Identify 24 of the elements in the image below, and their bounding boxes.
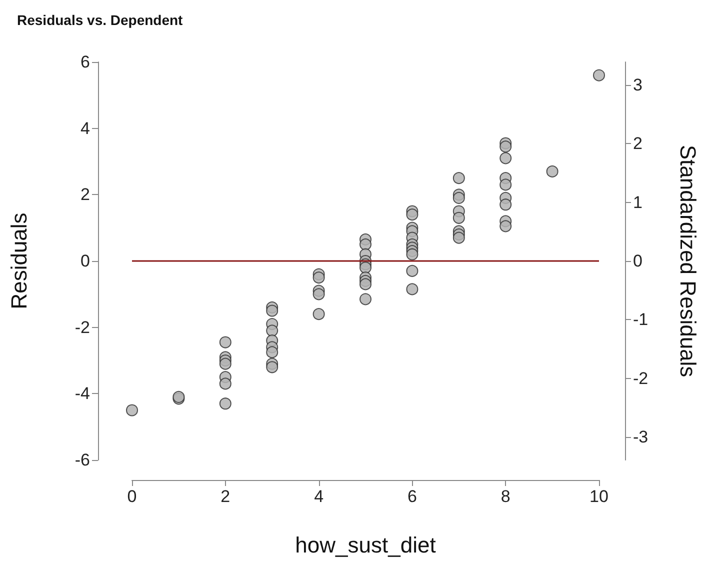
x-tick-label: 10: [590, 487, 608, 506]
y2-tick-label: -2: [633, 368, 648, 388]
chart-title: Residuals vs. Dependent: [17, 12, 184, 28]
y2-tick-label: -3: [633, 428, 648, 447]
y-tick-label: 0: [80, 252, 90, 270]
y-tick-label: 6: [80, 52, 90, 72]
x-tick-label: 2: [220, 487, 230, 506]
y-tick-label: -4: [74, 384, 90, 404]
y-tick-label: 2: [80, 185, 90, 204]
y-tick-label: 4: [80, 118, 90, 138]
y2-tick-label: 1: [633, 192, 642, 212]
x-tick-label: 0: [127, 487, 137, 506]
x-tick-label: 6: [407, 487, 417, 506]
y2-tick-label: -1: [633, 310, 648, 330]
x-tick-label: 8: [500, 487, 510, 506]
y-tick-label: -6: [74, 450, 90, 470]
y2-axis-title: Standardized Residuals: [676, 144, 700, 378]
y2-tick-label: 0: [633, 252, 642, 270]
y2-tick-label: 2: [633, 134, 642, 154]
y2-tick-label: 3: [633, 75, 642, 94]
x-axis-title: how_sust_diet: [295, 532, 436, 558]
y-tick-label: -2: [74, 318, 90, 337]
y-axis-title: Residuals: [6, 212, 32, 310]
x-tick-label: 4: [314, 487, 324, 506]
